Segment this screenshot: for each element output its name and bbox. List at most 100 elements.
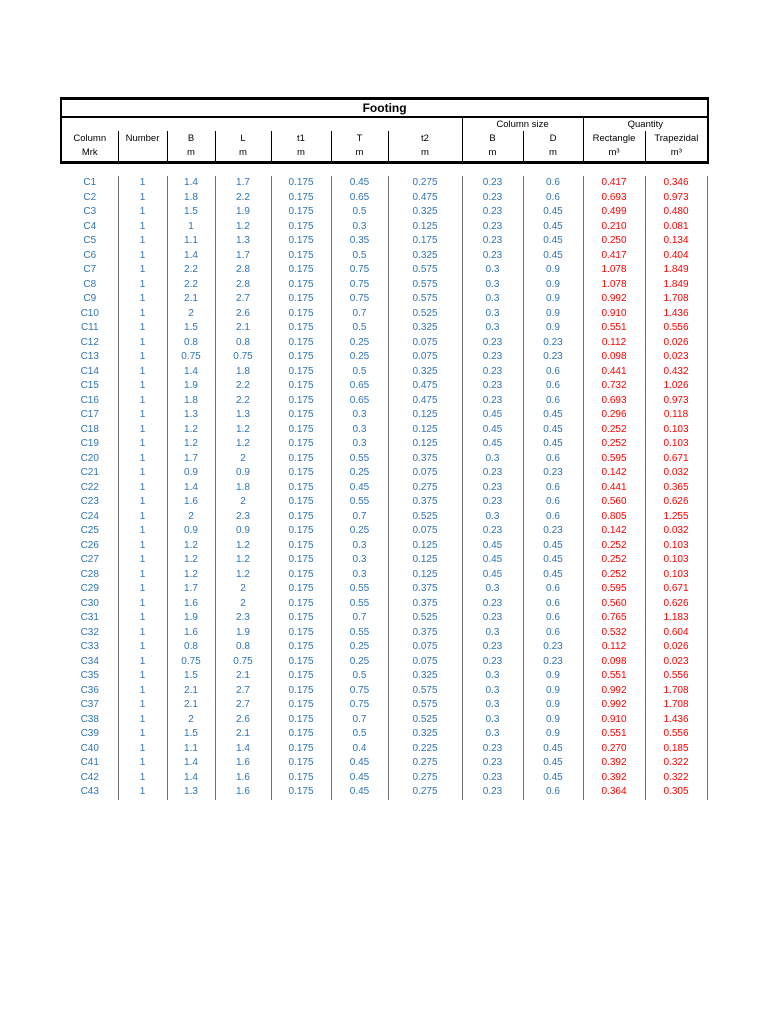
cell-l: 2.2: [215, 190, 272, 205]
cell-number: 1: [118, 509, 168, 524]
table-row: C28 1 1.2 1.2 0.175 0.3 0.125 0.45 0.45 0.252 0.10…: [62, 567, 708, 582]
cell-trapezidal: 1.026: [645, 379, 708, 394]
cell-rectangle: 0.595: [583, 451, 646, 466]
cell-trapezidal: 1.255: [645, 509, 708, 524]
cell-mrk: C13: [62, 350, 119, 365]
cell-number: 1: [118, 466, 168, 481]
column-unit: m: [355, 147, 364, 158]
cell-trapezidal: 0.185: [645, 741, 708, 756]
cell-t2: 0.375: [388, 596, 463, 611]
cell-t1: 0.175: [271, 785, 332, 800]
cell-l: 1.6: [215, 756, 272, 771]
cell-col-b: 0.23: [462, 393, 524, 408]
cell-b: 1.4: [167, 770, 216, 785]
cell-rectangle: 0.992: [583, 683, 646, 698]
cell-mrk: C37: [62, 698, 119, 713]
cell-t1: 0.175: [271, 292, 332, 307]
column-unit: m: [187, 147, 195, 158]
cell-l: 2.6: [215, 306, 272, 321]
cell-col-b: 0.23: [462, 654, 524, 669]
cell-col-b: 0.45: [462, 408, 524, 423]
cell-col-d: 0.6: [523, 509, 584, 524]
cell-col-d: 0.6: [523, 393, 584, 408]
cell-number: 1: [118, 770, 168, 785]
cell-rectangle: 0.270: [583, 741, 646, 756]
cell-rectangle: 0.560: [583, 495, 646, 510]
cell-col-d: 0.6: [523, 611, 584, 626]
cell-t1: 0.175: [271, 437, 332, 452]
cell-b: 2.1: [167, 292, 216, 307]
cell-t2: 0.225: [388, 741, 463, 756]
cell-col-b: 0.23: [462, 205, 524, 220]
cell-trapezidal: 0.973: [645, 393, 708, 408]
cell-t: 0.7: [331, 509, 389, 524]
cell-rectangle: 0.532: [583, 625, 646, 640]
header-table: Footing Column size Quantity Column Mrk Num…: [62, 100, 708, 161]
cell-b: 1.1: [167, 741, 216, 756]
cell-number: 1: [118, 364, 168, 379]
cell-l: 1.9: [215, 625, 272, 640]
cell-t1: 0.175: [271, 712, 332, 727]
cell-trapezidal: 1.436: [645, 306, 708, 321]
cell-b: 1.2: [167, 553, 216, 568]
footing-sheet: Footing Column size Quantity Column Mrk Num…: [60, 97, 709, 800]
cell-t: 0.25: [331, 524, 389, 539]
cell-t1: 0.175: [271, 509, 332, 524]
cell-col-d: 0.45: [523, 567, 584, 582]
cell-col-d: 0.9: [523, 683, 584, 698]
group-header-quantity: Quantity: [582, 117, 708, 131]
cell-mrk: C17: [62, 408, 119, 423]
cell-number: 1: [118, 263, 168, 278]
cell-b: 1.8: [167, 393, 216, 408]
cell-b: 0.9: [167, 524, 216, 539]
cell-col-d: 0.6: [523, 785, 584, 800]
cell-trapezidal: 0.556: [645, 727, 708, 742]
cell-l: 1.2: [215, 219, 272, 234]
cell-b: 1: [167, 219, 216, 234]
cell-number: 1: [118, 379, 168, 394]
cell-rectangle: 0.392: [583, 756, 646, 771]
cell-col-b: 0.3: [462, 698, 524, 713]
cell-number: 1: [118, 611, 168, 626]
cell-l: 2.2: [215, 393, 272, 408]
column-label: B: [489, 133, 496, 144]
cell-trapezidal: 0.626: [645, 495, 708, 510]
cell-col-d: 0.23: [523, 524, 584, 539]
cell-t2: 0.325: [388, 669, 463, 684]
cell-rectangle: 1.078: [583, 277, 646, 292]
cell-col-b: 0.3: [462, 509, 524, 524]
cell-b: 1.6: [167, 495, 216, 510]
cell-t1: 0.175: [271, 596, 332, 611]
cell-t2: 0.325: [388, 248, 463, 263]
cell-t1: 0.175: [271, 654, 332, 669]
cell-trapezidal: 0.023: [645, 654, 708, 669]
cell-l: 1.2: [215, 553, 272, 568]
cell-col-d: 0.9: [523, 306, 584, 321]
cell-col-b: 0.23: [462, 176, 524, 191]
cell-trapezidal: 0.118: [645, 408, 708, 423]
cell-t2: 0.075: [388, 654, 463, 669]
cell-col-b: 0.23: [462, 756, 524, 771]
cell-mrk: C41: [62, 756, 119, 771]
cell-l: 0.75: [215, 350, 272, 365]
cell-number: 1: [118, 176, 168, 191]
cell-mrk: C19: [62, 437, 119, 452]
cell-col-d: 0.9: [523, 277, 584, 292]
cell-number: 1: [118, 596, 168, 611]
cell-mrk: C42: [62, 770, 119, 785]
cell-l: 2: [215, 495, 272, 510]
cell-mrk: C6: [62, 248, 119, 263]
cell-number: 1: [118, 495, 168, 510]
cell-b: 2: [167, 306, 216, 321]
cell-trapezidal: 0.134: [645, 234, 708, 249]
cell-l: 1.9: [215, 205, 272, 220]
cell-l: 1.8: [215, 480, 272, 495]
cell-t: 0.75: [331, 292, 389, 307]
table-row: C40 1 1.1 1.4 0.175 0.4 0.225 0.23 0.45 0.270 0.18…: [62, 741, 708, 756]
column-label: Column: [73, 133, 107, 144]
cell-t2: 0.275: [388, 770, 463, 785]
cell-col-b: 0.23: [462, 524, 524, 539]
cell-rectangle: 0.693: [583, 190, 646, 205]
cell-b: 1.4: [167, 248, 216, 263]
